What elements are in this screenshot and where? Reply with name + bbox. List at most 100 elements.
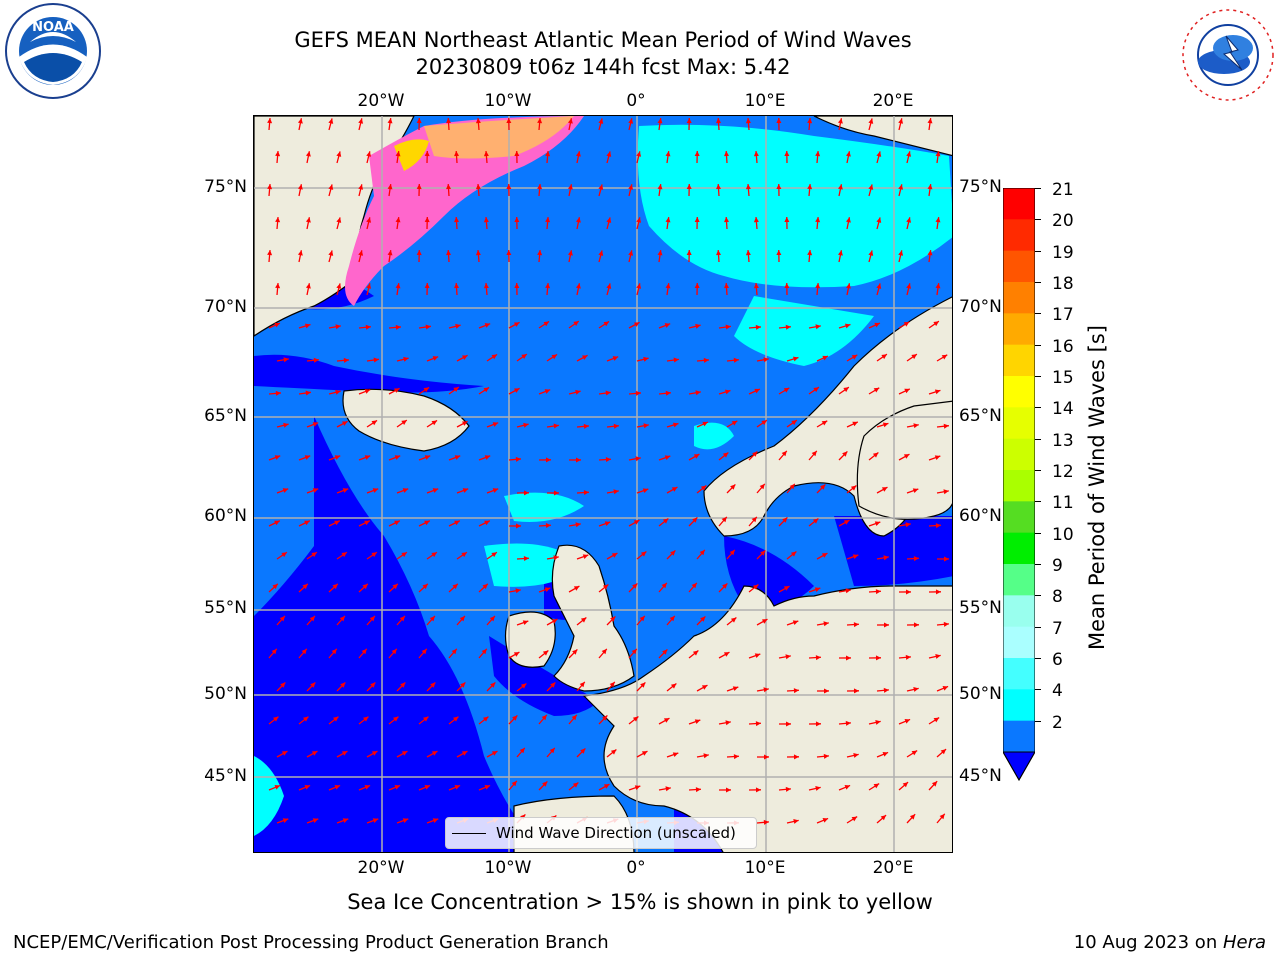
- wave-direction-arrow: [546, 618, 558, 626]
- colorbar-tick-label: 19: [1052, 242, 1074, 263]
- wave-direction-arrow: [328, 784, 341, 791]
- wave-direction-arrow: [815, 282, 821, 296]
- wave-direction-arrow: [475, 117, 481, 131]
- wave-direction-arrow: [538, 587, 551, 593]
- wave-direction-arrow: [928, 389, 941, 395]
- wave-direction-arrow: [657, 250, 663, 263]
- wave-direction-arrow: [516, 556, 530, 562]
- wave-direction-arrow: [906, 687, 919, 692]
- wave-direction-arrow: [448, 648, 458, 659]
- wave-direction-arrow: [576, 354, 588, 362]
- wave-direction-arrow: [628, 648, 638, 659]
- wave-direction-arrow: [845, 217, 851, 230]
- wave-direction-arrow: [726, 617, 737, 626]
- wave-direction-arrow: [665, 217, 671, 230]
- wave-direction-arrow: [906, 556, 920, 562]
- wave-direction-arrow: [306, 422, 319, 428]
- lat-tick-left: 50°N: [204, 684, 247, 704]
- colorbar-tick-label: 4: [1052, 681, 1063, 702]
- wave-direction-arrow: [276, 357, 289, 363]
- wave-direction-arrow: [298, 716, 309, 725]
- wave-direction-arrow: [665, 151, 671, 164]
- wave-direction-arrow: [606, 552, 618, 560]
- wave-direction-arrow: [756, 819, 770, 825]
- wave-direction-arrow: [778, 585, 790, 593]
- wave-direction-arrow: [537, 249, 543, 263]
- wave-direction-arrow: [426, 615, 436, 626]
- wave-direction-arrow: [846, 485, 857, 494]
- wave-direction-arrow: [568, 320, 580, 329]
- wave-direction-arrow: [328, 583, 339, 593]
- wave-direction-arrow: [298, 455, 311, 461]
- wave-direction-arrow: [418, 455, 431, 461]
- wave-direction-arrow: [906, 488, 919, 494]
- wave-direction-arrow: [328, 648, 338, 659]
- wave-direction-arrow: [838, 655, 852, 661]
- wave-direction-arrow: [726, 549, 736, 560]
- wave-direction-arrow: [306, 818, 319, 824]
- wave-direction-arrow: [306, 488, 319, 494]
- footer-date: 10 Aug 2023 on Hera: [1074, 932, 1266, 953]
- wave-direction-arrow: [478, 583, 489, 593]
- wave-direction-arrow: [898, 453, 910, 461]
- wave-direction-arrow: [628, 519, 640, 527]
- wave-direction-arrow: [718, 389, 731, 395]
- wave-direction-arrow: [748, 324, 762, 330]
- wave-direction-arrow: [516, 422, 529, 428]
- wave-direction-arrow: [808, 721, 822, 727]
- wave-direction-arrow: [545, 282, 551, 296]
- lon-tick-bottom: 20°W: [357, 858, 405, 878]
- colorbar-tick-mark: [1035, 282, 1041, 283]
- wave-direction-arrow: [575, 151, 581, 164]
- wave-direction-arrow: [808, 786, 821, 791]
- colorbar-tick-label: 9: [1052, 556, 1063, 576]
- wave-direction-arrow: [546, 423, 559, 429]
- wave-direction-arrow: [636, 356, 649, 362]
- wave-direction-arrow: [336, 615, 346, 626]
- wave-direction-arrow: [506, 183, 512, 197]
- map-subtitle: 20230809 t06z 144h fcst Max: 5.42: [415, 55, 791, 79]
- wave-direction-arrow: [876, 486, 888, 494]
- wave-direction-arrow: [575, 283, 581, 296]
- wave-direction-arrow: [936, 685, 949, 692]
- wave-direction-arrow: [424, 150, 430, 164]
- wave-direction-arrow: [516, 353, 528, 362]
- wave-direction-arrow: [418, 716, 429, 725]
- lat-tick-left: 55°N: [204, 598, 247, 618]
- wave-direction-arrow: [508, 588, 521, 594]
- wave-direction-arrow: [426, 488, 439, 494]
- colorbar-swatch: [1003, 250, 1035, 283]
- wave-direction-arrow: [358, 583, 369, 593]
- wave-direction-arrow: [837, 250, 843, 263]
- colorbar: [1002, 187, 1036, 782]
- wave-direction-arrow: [336, 818, 349, 824]
- wave-direction-arrow: [598, 457, 612, 463]
- wave-direction-arrow: [745, 183, 751, 197]
- wave-direction-arrow: [927, 250, 933, 263]
- wave-direction-arrow: [576, 681, 586, 692]
- wave-direction-arrow: [568, 457, 582, 463]
- wave-direction-arrow: [508, 651, 520, 659]
- lat-tick-right: 65°N: [959, 406, 1002, 426]
- wave-direction-arrow: [448, 386, 460, 395]
- lon-tick-top: 0°: [626, 91, 646, 111]
- wave-direction-arrow: [486, 551, 498, 560]
- wave-direction-arrow: [808, 518, 819, 527]
- wave-direction-arrow: [298, 583, 309, 593]
- wave-direction-arrow: [906, 750, 918, 758]
- colorbar-swatch: [1003, 344, 1035, 377]
- wave-direction-arrow: [657, 118, 663, 131]
- wave-direction-arrow: [328, 455, 341, 461]
- wave-direction-arrow: [576, 747, 586, 758]
- colorbar-swatch: [1003, 532, 1035, 565]
- wave-direction-arrow: [268, 648, 278, 659]
- wave-direction-arrow: [366, 217, 372, 230]
- wave-direction-arrow: [268, 784, 281, 791]
- wave-direction-arrow: [658, 582, 668, 593]
- wave-direction-arrow: [936, 489, 949, 495]
- wave-direction-arrow: [694, 216, 700, 230]
- wave-direction-arrow: [568, 648, 578, 659]
- wave-direction-arrow: [475, 249, 481, 263]
- wave-direction-arrow: [568, 782, 579, 791]
- wave-direction-arrow: [448, 520, 461, 527]
